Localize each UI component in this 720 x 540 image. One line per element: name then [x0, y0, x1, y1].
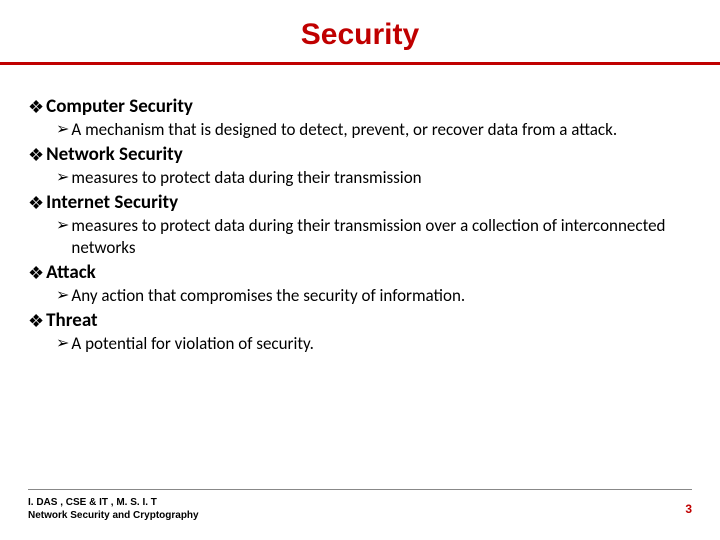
footer-line2: Network Security and Cryptography [28, 509, 199, 522]
definition-text: A mechanism that is designed to detect, … [71, 119, 617, 141]
diamond-bullet-icon: ❖ [28, 95, 44, 119]
term-label: Attack [46, 261, 96, 285]
arrow-bullet-icon: ➢ [56, 215, 69, 237]
title-area: Security [0, 0, 720, 60]
diamond-bullet-icon: ❖ [28, 261, 44, 285]
term-label: Threat [46, 309, 98, 333]
content-area: ❖ Computer Security ➢ A mechanism that i… [0, 65, 720, 355]
arrow-bullet-icon: ➢ [56, 167, 69, 189]
definition-text: A potential for violation of security. [71, 333, 314, 355]
term-label: Computer Security [46, 95, 193, 119]
term-row: ❖ Computer Security [28, 95, 692, 119]
definition-row: ➢ Any action that compromises the securi… [28, 285, 692, 307]
term-label: Network Security [46, 143, 183, 167]
term-row: ❖ Network Security [28, 143, 692, 167]
definition-row: ➢ measures to protect data during their … [28, 215, 692, 259]
term-row: ❖ Attack [28, 261, 692, 285]
term-row: ❖ Threat [28, 309, 692, 333]
arrow-bullet-icon: ➢ [56, 285, 69, 307]
definition-row: ➢ measures to protect data during their … [28, 167, 692, 189]
arrow-bullet-icon: ➢ [56, 333, 69, 355]
footer-line1: I. DAS , CSE & IT , M. S. I. T [28, 496, 199, 509]
definition-text: measures to protect data during their tr… [71, 215, 692, 259]
definition-row: ➢ A potential for violation of security. [28, 333, 692, 355]
footer-divider [28, 489, 692, 490]
page-number: 3 [685, 502, 692, 516]
footer-author-block: I. DAS , CSE & IT , M. S. I. T Network S… [28, 496, 199, 522]
arrow-bullet-icon: ➢ [56, 119, 69, 141]
diamond-bullet-icon: ❖ [28, 309, 44, 333]
term-label: Internet Security [46, 191, 178, 215]
definition-text: measures to protect data during their tr… [71, 167, 421, 189]
diamond-bullet-icon: ❖ [28, 191, 44, 215]
slide-title: Security [0, 18, 720, 52]
footer-row: I. DAS , CSE & IT , M. S. I. T Network S… [28, 496, 692, 522]
definition-text: Any action that compromises the security… [71, 285, 465, 307]
diamond-bullet-icon: ❖ [28, 143, 44, 167]
definition-row: ➢ A mechanism that is designed to detect… [28, 119, 692, 141]
term-row: ❖ Internet Security [28, 191, 692, 215]
footer-area: I. DAS , CSE & IT , M. S. I. T Network S… [0, 489, 720, 522]
